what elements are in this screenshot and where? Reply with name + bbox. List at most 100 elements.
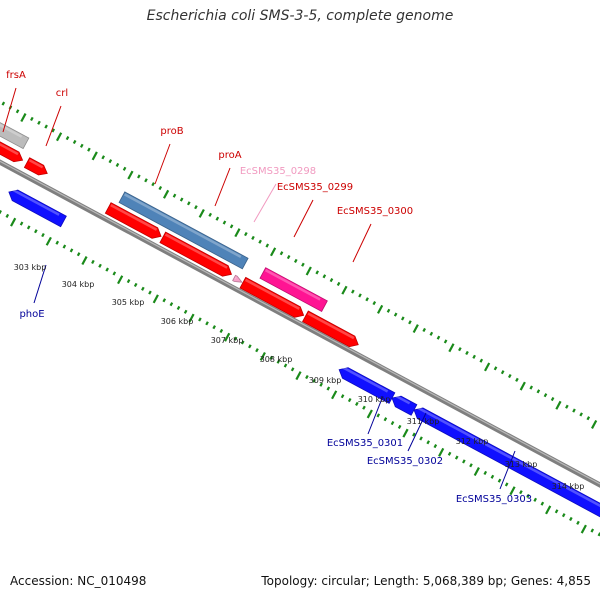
inner-tick <box>290 367 295 372</box>
outer-tick <box>365 297 369 302</box>
outer-tick <box>429 331 434 336</box>
scale-label: 314 kbp <box>552 482 585 491</box>
outer-tick <box>108 159 113 164</box>
inner-tick <box>248 344 252 349</box>
inner-tick <box>590 528 595 533</box>
scale-label: 305 kbp <box>112 298 145 307</box>
outer-tick <box>329 278 334 283</box>
gene-label: proB <box>160 126 183 137</box>
outer-tick <box>44 124 48 129</box>
inner-tick <box>34 229 38 234</box>
outer-tick <box>555 400 562 410</box>
inner-tick <box>198 317 202 322</box>
outer-tick <box>15 109 20 114</box>
inner-tick <box>233 336 238 341</box>
backbone-highlight <box>0 160 600 485</box>
inner-tick <box>141 286 145 291</box>
EcSMS35_0299-gene <box>239 276 305 318</box>
inner-tick <box>305 374 309 380</box>
scale-label: 307 kbp <box>211 336 244 345</box>
EcSMS35_0300-feature-shine <box>307 312 355 340</box>
EcSMS35_0299-feature-shine <box>264 269 321 301</box>
phoE-feature <box>8 189 67 228</box>
leader-line <box>367 395 384 435</box>
outer-tick <box>515 377 519 382</box>
gene-label: crl <box>56 88 68 99</box>
outer-tick <box>500 370 505 375</box>
phoE-feature-shine <box>10 188 60 216</box>
outer-tick <box>493 366 498 371</box>
outer-tick <box>1 101 6 106</box>
outer-tick <box>393 312 398 317</box>
scale-label: 303 kbp <box>14 263 47 272</box>
gene-label: phoE <box>19 309 44 320</box>
outer-tick <box>87 147 91 152</box>
outer-tick <box>137 174 141 179</box>
inner-tick <box>383 417 388 422</box>
outer-tick <box>519 381 526 391</box>
outer-tick <box>179 197 184 202</box>
inner-tick <box>105 267 109 272</box>
outer-tick <box>293 258 298 263</box>
inner-tick <box>98 263 102 268</box>
outer-tick <box>358 293 362 298</box>
inner-tick <box>497 478 502 483</box>
outer-tick <box>572 408 576 413</box>
inner-tick <box>112 271 117 276</box>
inner-tick <box>483 470 488 476</box>
outer-tick <box>341 285 348 295</box>
inner-tick <box>355 401 359 406</box>
outer-tick <box>30 116 34 122</box>
scale-label: 308 kbp <box>260 355 293 364</box>
inner-tick <box>447 451 452 456</box>
proA-feature <box>159 231 233 277</box>
outer-tick <box>65 136 70 141</box>
outer-tick <box>376 304 384 314</box>
inner-tick <box>376 413 381 418</box>
outer-tick <box>336 281 341 286</box>
map-title: Escherichia coli SMS-3-5, complete genom… <box>146 8 454 24</box>
outer-tick <box>222 220 227 225</box>
scale-labels: 303 kbp 304 kbp 305 kbp 306 kbp 307 kbp 308 k… <box>14 263 585 491</box>
outer-tick <box>305 266 312 276</box>
outer-tick <box>172 193 177 198</box>
inner-tick <box>62 244 67 249</box>
EcSMS35_0302-feature-shine <box>394 394 411 405</box>
inner-tick <box>347 397 352 403</box>
outer-tick <box>186 201 191 206</box>
inner-tick <box>426 440 430 445</box>
outer-tick <box>215 216 220 221</box>
inner-tick <box>283 363 288 368</box>
leader-line <box>407 412 427 452</box>
outer-tick <box>472 354 476 359</box>
leader-line <box>352 223 372 263</box>
inner-tick <box>519 490 523 495</box>
proB-proA-operon <box>118 191 249 270</box>
outer-tick <box>229 224 234 229</box>
gene-label: EcSMS35_0301 <box>327 438 403 449</box>
inner-tick <box>540 501 545 506</box>
gene-features <box>0 122 600 518</box>
outer-tick <box>351 289 355 294</box>
inner-tick <box>69 248 74 253</box>
inner-tick <box>91 259 95 264</box>
inner-tick <box>26 225 31 230</box>
inner-tick <box>259 351 266 361</box>
proA-feature-shine <box>164 233 228 269</box>
scale-label: 312 kbp <box>456 437 489 446</box>
inner-tick <box>255 348 259 353</box>
outer-tick <box>386 308 391 313</box>
proB-feature-shine <box>110 204 158 231</box>
outer-tick <box>72 139 77 145</box>
inner-tick <box>188 313 195 323</box>
scale-label: 306 kbp <box>161 317 194 326</box>
outer-tick <box>543 393 548 398</box>
scale-label: 310 kbp <box>358 395 391 404</box>
leader-line <box>214 167 231 207</box>
crl-feature <box>0 122 30 150</box>
inner-tick <box>433 444 438 449</box>
inner-tick <box>183 309 188 314</box>
scale-label: 311 kbp <box>407 417 440 426</box>
inner-tick <box>331 390 338 400</box>
